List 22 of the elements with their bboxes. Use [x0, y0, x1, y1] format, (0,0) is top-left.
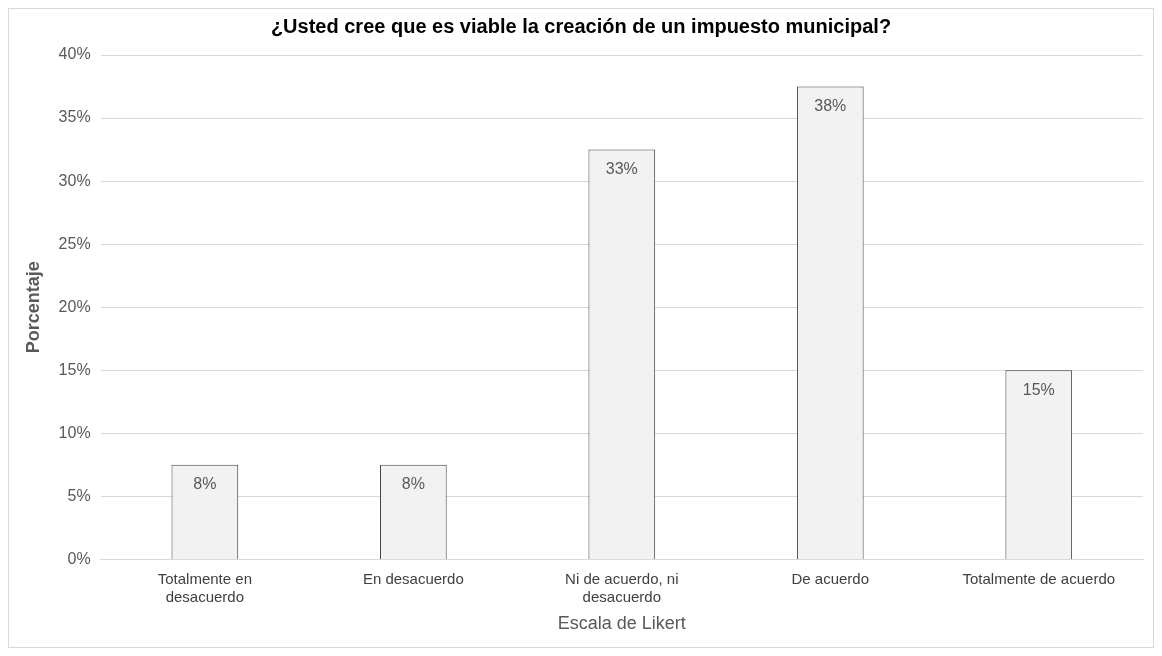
y-axis-title: Porcentaje	[22, 261, 43, 354]
x-tick-label: Totalmente de acuerdo	[962, 569, 1116, 587]
y-tick-label: 35%	[58, 108, 91, 126]
y-tick-label: 40%	[58, 45, 91, 63]
y-tick-label: 30%	[58, 171, 91, 189]
x-tick-label: De acuerdo	[791, 569, 870, 587]
y-tick-label: 5%	[67, 486, 91, 504]
data-label: 15%	[1022, 380, 1055, 398]
y-tick-label: 15%	[58, 360, 91, 378]
x-tick-label: Ni de acuerdo, ni desacuerdo	[565, 569, 679, 605]
x-tick-label: En desacuerdo	[362, 569, 464, 587]
y-tick-label: 20%	[58, 297, 91, 315]
x-tick-label: Totalmente en desacuerdo	[157, 569, 252, 605]
data-label: 38%	[814, 96, 847, 114]
y-tick-label: 25%	[58, 234, 91, 252]
data-label: 8%	[401, 475, 425, 493]
x-axis-title: Escala de Likert	[557, 613, 686, 634]
y-tick-label: 10%	[58, 423, 91, 441]
data-label: 33%	[605, 159, 638, 177]
y-tick-label: 0%	[67, 549, 91, 567]
chart-title: ¿Usted cree que es viable la creación de un impuesto municipal?	[270, 14, 892, 37]
data-label: 8%	[193, 475, 217, 493]
